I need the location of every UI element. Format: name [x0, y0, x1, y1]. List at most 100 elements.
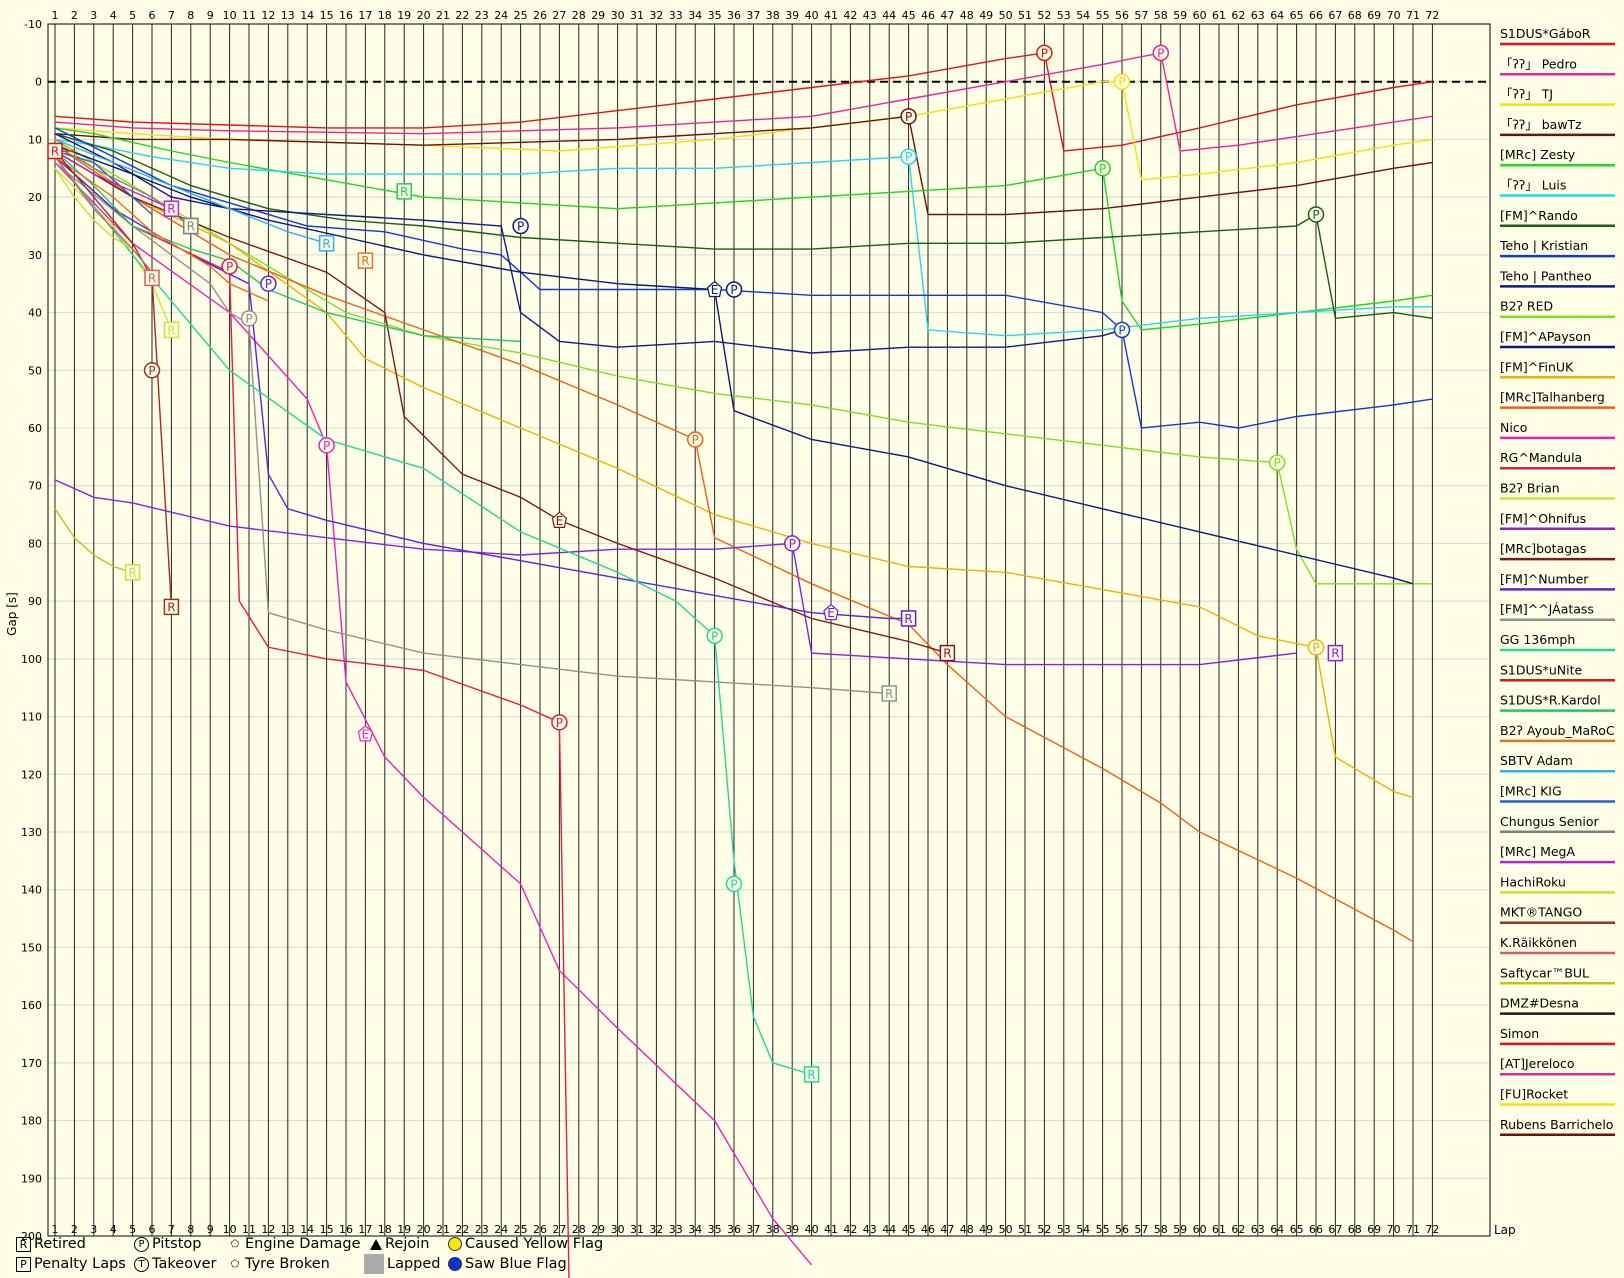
series-line [54, 52, 1433, 152]
takeover-icon: T [134, 1256, 149, 1272]
x-tick-label-bottom: 49 [979, 1223, 993, 1236]
x-tick-label-bottom: 56 [1115, 1223, 1129, 1236]
pitstop-marker [900, 148, 917, 165]
x-tick-label-bottom: 29 [591, 1223, 605, 1236]
legend-entry-name: B2ʔ Brian [1500, 481, 1560, 496]
x-tick-label-bottom: 1 [52, 1223, 59, 1236]
x-tick-label-top: 27 [552, 9, 566, 22]
x-tick-label-top: 14 [300, 9, 314, 22]
pitstop-marker [706, 627, 723, 645]
x-tick-label-bottom: 44 [882, 1223, 896, 1236]
x-tick-label-top: 23 [475, 9, 489, 22]
x-tick-label-bottom: 13 [281, 1223, 295, 1236]
x-tick-label-top: 30 [611, 9, 625, 22]
x-tick-label-top: 32 [649, 9, 663, 22]
legend-entry-name: [FM]^Ohnifus [1500, 511, 1586, 526]
series-line [54, 150, 153, 216]
pitstop-marker [725, 281, 743, 298]
y-tick-label: 80 [28, 537, 42, 550]
x-tick-label-top: 33 [669, 9, 683, 22]
marker-letter: R [167, 323, 175, 337]
series-line [54, 167, 133, 250]
x-tick-label-top: 12 [261, 9, 275, 22]
x-tick-label-bottom: 65 [1290, 1223, 1304, 1236]
retired-marker [357, 252, 374, 269]
legend-entry-name: 「ʔʔ」 TJ [1500, 87, 1553, 102]
key-pitstop: P Pitstop [134, 1236, 201, 1252]
x-tick-label-bottom: 5 [129, 1223, 136, 1236]
x-tick-label-bottom: 35 [708, 1223, 722, 1236]
series-line [54, 156, 153, 273]
x-tick-label-top: 61 [1212, 9, 1226, 22]
x-tick-label-bottom: 19 [397, 1223, 411, 1236]
series-line [54, 508, 133, 573]
marker-letter: P [730, 283, 737, 297]
x-tick-label-top: 11 [242, 9, 256, 22]
series-line [54, 138, 1433, 337]
x-tick-label-top: 44 [882, 9, 896, 22]
series-line [54, 479, 1297, 666]
x-tick-label-top: 51 [1018, 9, 1032, 22]
retired-marker [163, 321, 180, 339]
x-tick-label-top: 8 [187, 9, 194, 22]
key-label: Retired [34, 1236, 86, 1252]
pitstop-icon: P [134, 1236, 149, 1252]
x-tick-label-bottom: 30 [611, 1223, 625, 1236]
legend-entry-name: Teho | Pantheo [1499, 268, 1592, 283]
key-label: Caused Yellow Flag [465, 1236, 604, 1252]
retired-marker [163, 200, 180, 217]
x-tick-label-top: 64 [1270, 9, 1284, 22]
pitstop-marker [686, 431, 704, 448]
series-line [54, 161, 890, 695]
key-penalty-laps: P Penalty Laps [16, 1256, 126, 1272]
series-line [54, 150, 173, 607]
legend-entry-name: Rubens Barrichelo [1500, 1117, 1613, 1132]
marker-letter: R [148, 271, 156, 285]
x-tick-label-top: 22 [455, 9, 469, 22]
x-tick-label-bottom: 27 [552, 1223, 566, 1236]
y-tick-label: 0 [35, 76, 42, 89]
pitstop-marker [551, 714, 568, 731]
x-tick-label-top: 70 [1387, 9, 1401, 22]
lapped-icon [364, 1254, 384, 1274]
pitstop-marker [1113, 321, 1131, 339]
y-axis-label: Gap [s] [5, 592, 19, 636]
y-tick-label: 110 [21, 711, 42, 724]
x-tick-label-bottom: 33 [669, 1223, 683, 1236]
x-tick-label-top: 20 [417, 9, 431, 22]
x-tick-label-top: 56 [1115, 9, 1129, 22]
key-tyre-broken: ⬠ Tyre Broken [228, 1256, 330, 1272]
key-engine-damage: ⬠ Engine Damage [228, 1236, 361, 1252]
y-tick-label: 90 [28, 595, 42, 608]
x-tick-label-bottom: 52 [1037, 1223, 1051, 1236]
marker-letter: P [711, 629, 718, 643]
series-line [54, 144, 1414, 585]
x-tick-label-top: 67 [1328, 9, 1342, 22]
marker-letter: R [400, 185, 408, 199]
retired-marker [183, 217, 199, 235]
legend-entry-name: [AT]Jereloco [1500, 1056, 1575, 1071]
legend-entry-name: [FM]^Number [1500, 571, 1589, 586]
grid-layer [47, 23, 1491, 1237]
legend-entry-name: 「ʔʔ」 Luis [1500, 178, 1566, 193]
x-tick-label-bottom: 37 [746, 1223, 760, 1236]
pitstop-marker [143, 362, 161, 379]
marker-letter: P [148, 364, 155, 378]
series-line [54, 156, 269, 302]
x-tick-label-top: 25 [514, 9, 528, 22]
x-tick-label-bottom: 59 [1173, 1223, 1187, 1236]
plot-border [47, 23, 1491, 1237]
series-line [54, 156, 812, 1076]
y-tick-label: 10 [28, 133, 42, 146]
legend-entry-name: MKT®TANGO [1500, 905, 1582, 920]
legend-entry-name: [MRc] KIG [1500, 784, 1562, 799]
x-tick-label-bottom: 63 [1251, 1223, 1265, 1236]
y-tick-label: -10 [24, 18, 42, 31]
legend-entry-name: [FM]^Rando [1500, 208, 1578, 223]
x-tick-label-top: 68 [1348, 9, 1362, 22]
x-tick-label-bottom: 4 [110, 1223, 117, 1236]
key-label: Pitstop [152, 1236, 202, 1252]
series-legend: S1DUS*GáboR 「ʔʔ」 Pedro 「ʔʔ」 TJ 「ʔʔ」 bawTz [M… [1499, 26, 1615, 1137]
marker-letter: P [905, 150, 912, 164]
x-tick-label-top: 1 [52, 9, 59, 22]
